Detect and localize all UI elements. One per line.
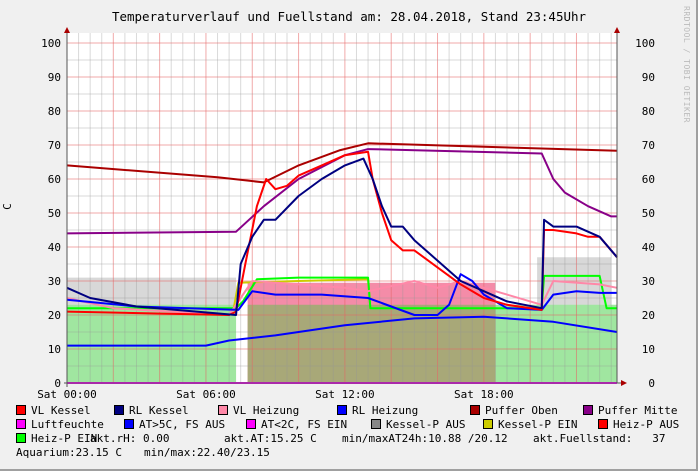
y-tick-label-right: 40: [642, 241, 655, 254]
y-axis-arrow: [64, 27, 70, 33]
legend-item: AT<2C, FS EIN: [246, 418, 347, 431]
y-tick-label-right: 100: [635, 37, 655, 50]
legend-item: RL Heizung: [337, 404, 418, 417]
legend-label: AT<2C, FS EIN: [261, 418, 348, 431]
y-tick-label-right: 30: [642, 275, 655, 288]
y-tick-label: 80: [48, 105, 61, 118]
legend-swatch: [16, 405, 26, 415]
series-vl-kessel: [66, 150, 618, 316]
chart-title: Temperaturverlauf und Fuellstand am: 28.…: [111, 9, 587, 24]
area-3: [67, 304, 496, 383]
legend-swatch: [598, 419, 608, 429]
legend-item: Heiz-P EIN: [16, 432, 97, 445]
legend-label: Puffer Oben: [485, 404, 558, 417]
series-vl-heizung: [66, 280, 618, 316]
y-tick-label-right: 10: [642, 343, 655, 356]
y-tick-label: 10: [48, 343, 61, 356]
y-tick-label: 40: [48, 241, 61, 254]
legend-item: Kessel-P AUS: [371, 418, 465, 431]
series-puffer-mitte: [66, 148, 617, 235]
y-tick-label: 90: [48, 71, 61, 84]
legend-item: Puffer Oben: [470, 404, 558, 417]
aquarium: Aquarium:23.15 C: [16, 446, 122, 459]
area-2: [67, 304, 617, 383]
legend-label: Puffer Mitte: [598, 404, 678, 417]
x-tick-label: Sat 12:00: [315, 388, 375, 401]
legend-swatch: [114, 405, 124, 415]
minmax-at: min/maxAT24h:10.88 /20.12: [342, 432, 508, 445]
legend-item: Heiz-P AUS: [598, 418, 679, 431]
y-tick-label-right: 50: [642, 207, 655, 220]
series-at-5c-fs-aus: [67, 315, 618, 347]
legend-swatch: [583, 405, 593, 415]
x-axis-arrow: [621, 380, 627, 386]
y-tick-label: 20: [48, 309, 61, 322]
legend-label: Kessel-P AUS: [386, 418, 466, 431]
legend-label: Heiz-P EIN: [31, 432, 98, 445]
x-tick-label: Sat 06:00: [176, 388, 236, 401]
y-tick-label: 50: [48, 207, 61, 220]
series-puffer-oben: [66, 142, 618, 184]
y-tick-label: 0: [54, 377, 61, 390]
legend-item: VL Kessel: [16, 404, 91, 417]
legend-item: RL Kessel: [114, 404, 189, 417]
y-tick-label: 30: [48, 275, 61, 288]
legend-label: VL Kessel: [31, 404, 91, 417]
legend-label: VL Heizung: [233, 404, 300, 417]
legend-swatch: [337, 405, 347, 415]
legend-swatch: [246, 419, 256, 429]
legend-swatch: [16, 419, 26, 429]
fuellstand: akt.Fuellstand: 37: [533, 432, 666, 445]
legend-swatch: [124, 419, 134, 429]
y-tick-label: 70: [48, 139, 61, 152]
y-tick-label-right: 0: [648, 377, 655, 390]
legend-swatch: [371, 419, 381, 429]
legend-label: RL Heizung: [352, 404, 419, 417]
series-rl-kessel: [66, 157, 618, 316]
y-tick-label-right: 80: [642, 105, 655, 118]
legend-label: Kessel-P EIN: [498, 418, 578, 431]
y-tick-label-right: 60: [642, 173, 655, 186]
legend-swatch: [483, 419, 493, 429]
legend-item: Puffer Mitte: [583, 404, 677, 417]
legend-label: Luftfeuchte: [31, 418, 104, 431]
legend-swatch: [470, 405, 480, 415]
series-rl-heizung: [66, 273, 617, 316]
y-tick-label-right: 90: [642, 71, 655, 84]
legend-item: Luftfeuchte: [16, 418, 104, 431]
y-axis-arrow-right: [614, 27, 620, 33]
legend-label: RL Kessel: [129, 404, 189, 417]
akt-rh: akt.rH: 0.00: [90, 432, 170, 445]
y-tick-label-right: 70: [642, 139, 655, 152]
y-tick-label: 100: [41, 37, 61, 50]
legend-item: VL Heizung: [218, 404, 299, 417]
series-heiz-p-ein: [67, 274, 617, 310]
legend-swatch: [16, 433, 26, 443]
y-tick-label: 60: [48, 173, 61, 186]
y-tick-label-right: 20: [642, 309, 655, 322]
aquarium-minmax: min/max:22.40/23.15: [144, 446, 270, 459]
legend-label: Heiz-P AUS: [613, 418, 680, 431]
x-tick-label: Sat 18:00: [454, 388, 514, 401]
x-tick-label: Sat 00:00: [37, 388, 97, 401]
watermark: RRDTOOL / TOBI OETIKER: [682, 6, 691, 123]
akt-at: akt.AT:15.25 C: [224, 432, 317, 445]
legend-item: Kessel-P EIN: [483, 418, 577, 431]
legend-item: AT>5C, FS AUS: [124, 418, 225, 431]
legend-swatch: [218, 405, 228, 415]
legend-label: AT>5C, FS AUS: [139, 418, 226, 431]
